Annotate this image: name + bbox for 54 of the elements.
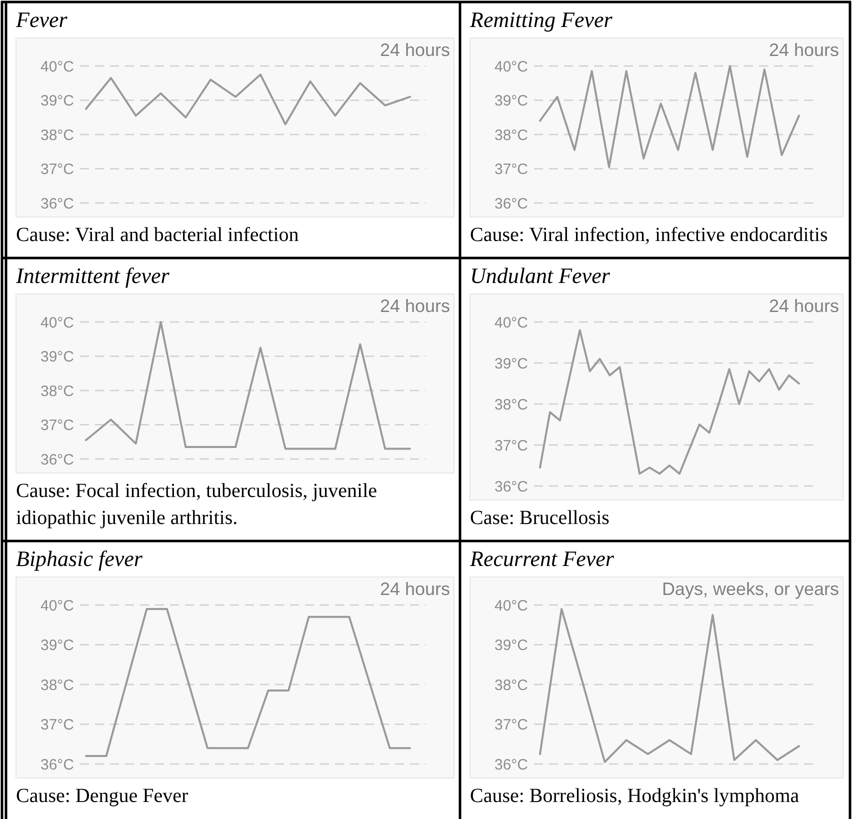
text: 24 hours xyxy=(768,40,839,60)
y-tick-label: 36°C xyxy=(40,756,74,774)
y-tick-label: 36°C xyxy=(40,195,74,212)
y-tick-label: 37°C xyxy=(494,716,528,734)
y-tick-label: 38°C xyxy=(494,396,528,414)
y-tick-label: 38°C xyxy=(494,126,528,144)
y-tick-label: 37°C xyxy=(40,716,74,734)
y-tick-label: 37°C xyxy=(494,437,528,454)
y-tick-label: 37°C xyxy=(494,161,528,178)
text: 24 hours xyxy=(768,296,839,316)
y-tick-label: 39°C xyxy=(40,92,74,110)
text: Case: Brucellosis xyxy=(470,507,610,529)
y-tick-label: 40°C xyxy=(494,58,528,76)
text: 24 hours xyxy=(380,296,450,316)
line-series xyxy=(85,74,411,126)
y-tick-label: 38°C xyxy=(40,382,74,400)
y-tick-label: 37°C xyxy=(40,161,74,178)
y-tick-label: 40°C xyxy=(494,597,528,614)
y-tick-label: 40°C xyxy=(494,314,528,332)
chart-title: Fever xyxy=(15,7,68,32)
y-tick-label: 38°C xyxy=(40,126,74,144)
text: Cause: Viral and bacterial infection xyxy=(16,224,299,246)
y-tick-label: 38°C xyxy=(40,676,74,694)
text: Days, weeks, or years xyxy=(662,579,839,599)
y-tick-label: 39°C xyxy=(40,637,74,654)
y-tick-label: 40°C xyxy=(40,58,74,76)
chart-title: Biphasic fever xyxy=(16,546,143,571)
line-series xyxy=(539,329,800,475)
y-tick-label: 37°C xyxy=(40,417,74,434)
line-series xyxy=(539,65,800,168)
line-series xyxy=(85,321,411,450)
y-tick-label: 40°C xyxy=(40,597,74,614)
y-tick-label: 36°C xyxy=(494,756,528,774)
y-tick-label: 38°C xyxy=(494,676,528,694)
chart-title: Remitting Fever xyxy=(469,7,613,32)
y-tick-label: 36°C xyxy=(494,195,528,212)
chart-title: Intermittent fever xyxy=(15,263,170,288)
text: Cause: Viral infection, infective endocarditis xyxy=(470,224,828,246)
chart-title: Undulant Fever xyxy=(470,263,610,288)
y-tick-label: 39°C xyxy=(494,637,528,654)
text: Cause: Focal infection, tuberculosis, juvenile idiopathic juvenile arthritis. xyxy=(16,480,378,529)
text: 24 hours xyxy=(380,579,450,599)
y-tick-label: 36°C xyxy=(40,451,74,468)
y-tick-label: 40°C xyxy=(40,314,74,332)
text: 24 hours xyxy=(380,40,450,60)
y-tick-label: 36°C xyxy=(494,478,528,496)
line-series xyxy=(539,608,800,764)
y-tick-label: 39°C xyxy=(494,92,528,110)
chart-title: Recurrent Fever xyxy=(469,546,614,571)
y-tick-label: 39°C xyxy=(40,348,74,366)
y-tick-label: 39°C xyxy=(494,355,528,372)
text: Cause: Dengue Fever xyxy=(16,785,189,807)
line-series xyxy=(85,608,411,758)
text: Cause: Borreliosis, Hodgkin's lymphoma xyxy=(470,785,800,807)
